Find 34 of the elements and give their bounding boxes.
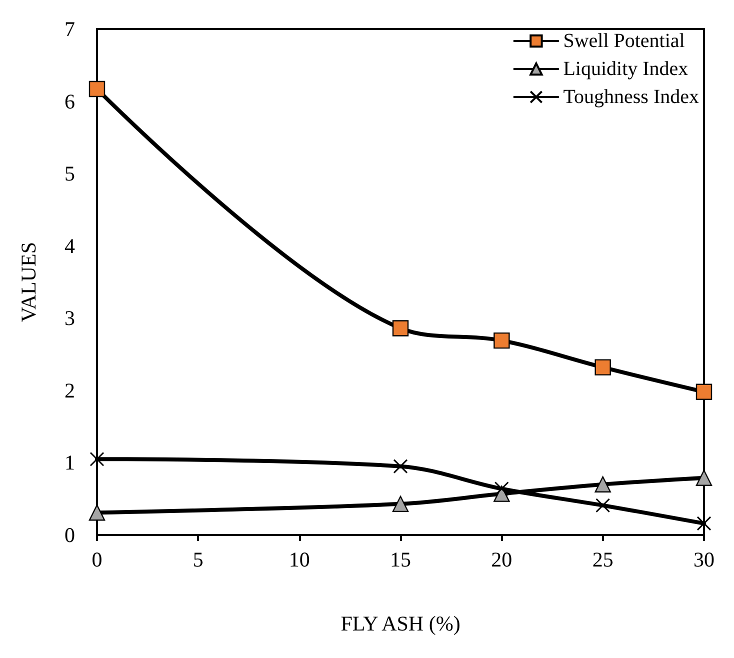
x-tick-label: 10 [288, 548, 310, 572]
point [88, 504, 106, 521]
y-tick-label: 2 [64, 378, 75, 402]
point [696, 384, 712, 400]
x-tick-label: 25 [592, 548, 614, 572]
y-tick-label: 6 [64, 89, 75, 114]
point [494, 332, 510, 349]
legend-label: Liquidity Index [563, 58, 688, 80]
point [393, 459, 408, 474]
x-tick-label: 20 [491, 548, 512, 572]
y-tick-label: 5 [64, 162, 75, 186]
point [594, 359, 611, 376]
y-tick-label: 4 [64, 234, 76, 258]
point [392, 496, 409, 512]
legend-label: Swell Potential [563, 30, 686, 52]
x-tick-label: 15 [390, 548, 411, 572]
x-tick-label: 0 [92, 548, 102, 572]
y-tick-label: 0 [64, 523, 75, 547]
x-axis-title: FLY ASH (%) [340, 612, 460, 636]
x-tick-label: 5 [192, 548, 204, 572]
y-axis-title: VALUES [16, 242, 40, 322]
legend-label: Toughness Index [563, 86, 700, 108]
y-tick-label: 3 [64, 306, 75, 330]
point [494, 481, 509, 496]
point [696, 470, 712, 486]
y-tick-label: 7 [64, 17, 75, 41]
point [596, 498, 610, 513]
point [696, 516, 712, 531]
x-tick-label: 30 [694, 548, 714, 572]
point [392, 320, 409, 336]
point [88, 80, 106, 98]
point [594, 476, 611, 492]
y-tick-label: 1 [64, 450, 75, 475]
point [90, 452, 104, 466]
